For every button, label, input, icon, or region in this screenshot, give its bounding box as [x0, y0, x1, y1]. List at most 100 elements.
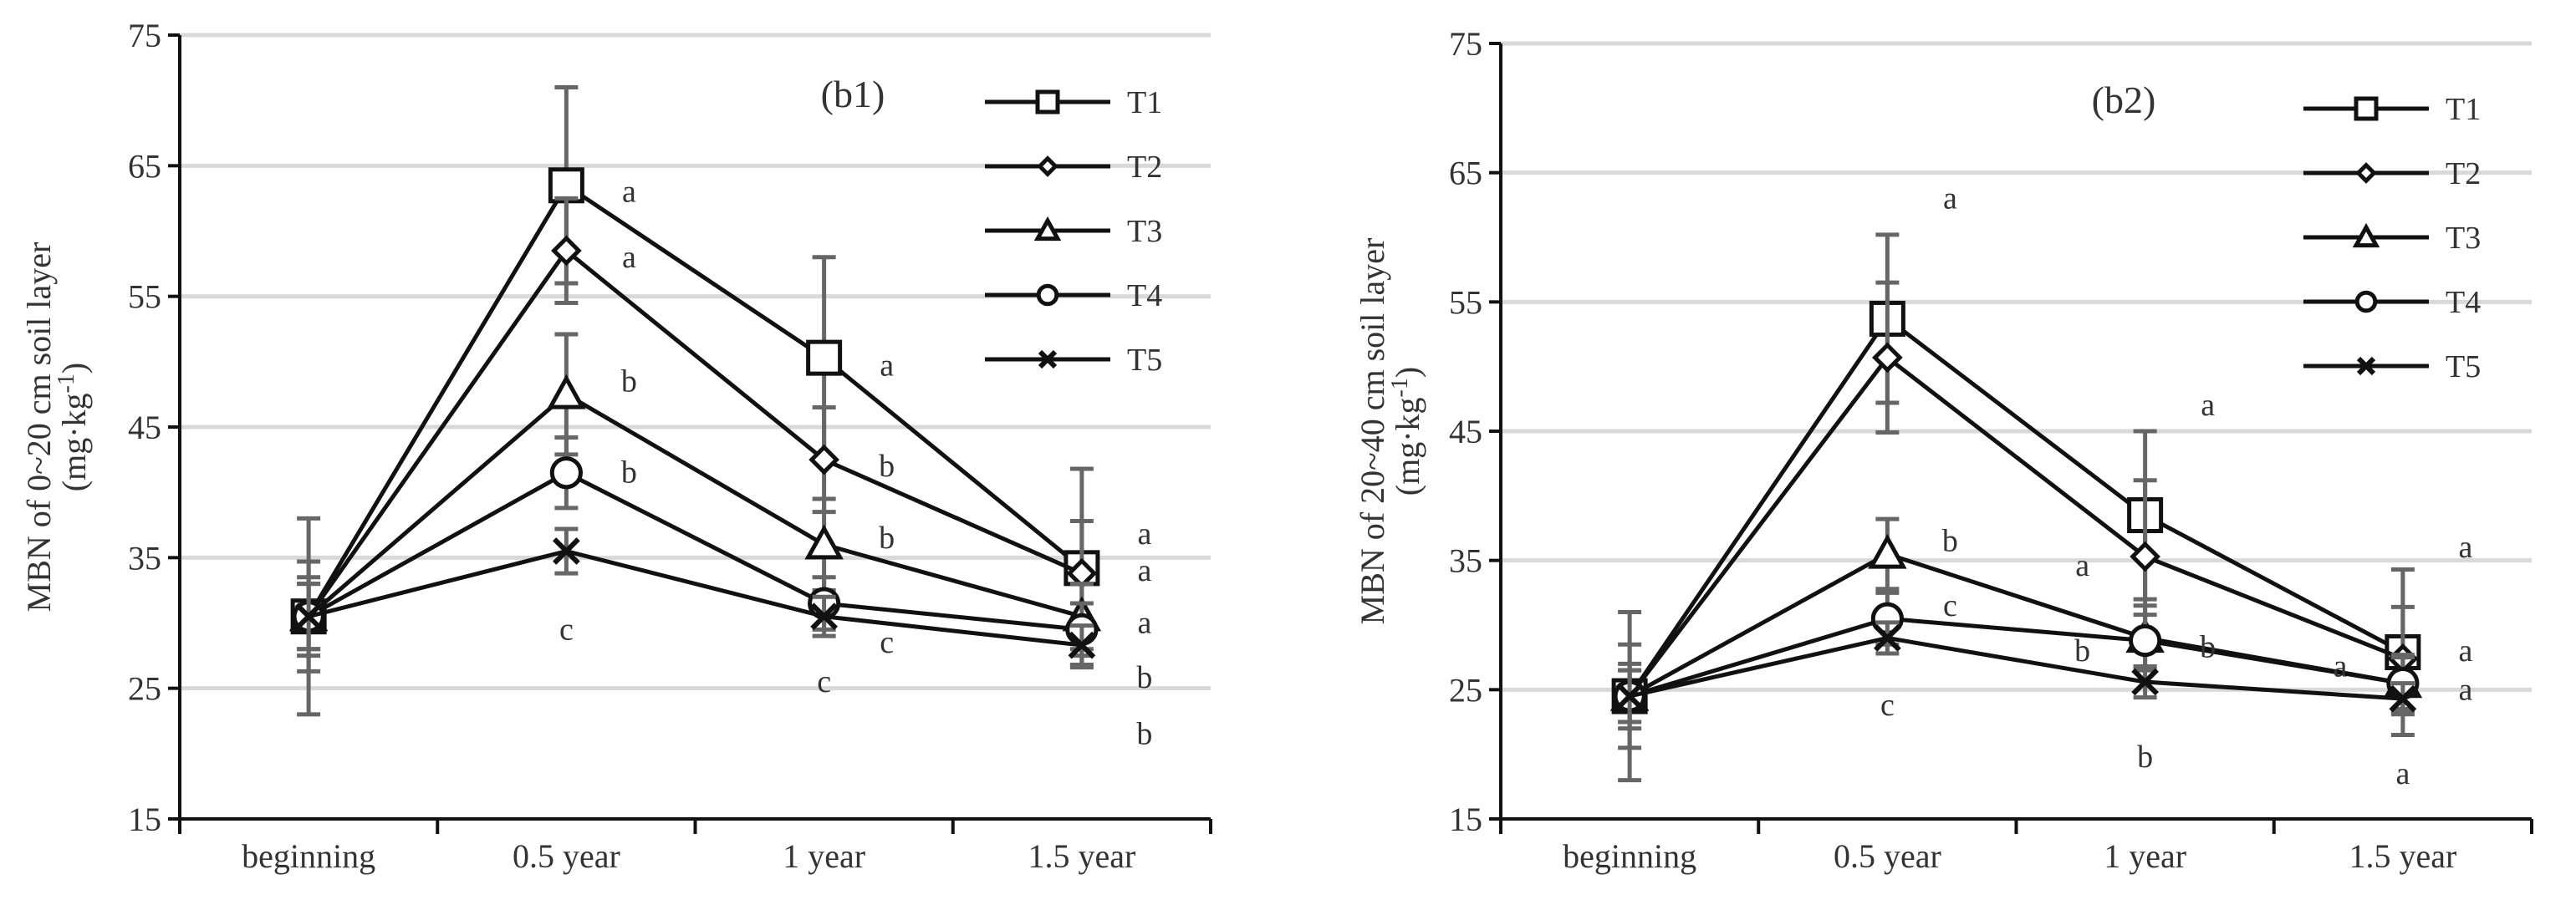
data-point-t5: [294, 602, 323, 631]
significance-label: b: [2137, 740, 2153, 775]
legend-label: T4: [1127, 278, 1162, 313]
x-tick-label: 0.5 year: [1834, 837, 1941, 875]
data-point-t2: [809, 444, 839, 475]
series-line-t3: [307, 391, 1083, 619]
series-t3: [1609, 516, 2423, 731]
legend-label: T2: [1127, 150, 1162, 185]
series-t3: [288, 332, 1102, 658]
x-tick-label: 1.5 year: [2349, 837, 2456, 875]
y-axis-label-unit: (mg·kg: [1389, 397, 1426, 496]
data-point-t1: [806, 339, 843, 376]
x-tick-label: 0.5 year: [513, 837, 620, 875]
data-point-t5: [1615, 682, 1644, 710]
panel-label: (b2): [2092, 79, 2156, 121]
significance-label: a: [1137, 606, 1151, 641]
series-t1: [1611, 232, 2421, 783]
significance-label: b: [879, 521, 895, 556]
series-line-t5: [1629, 635, 2404, 701]
significance-label: c: [559, 612, 574, 647]
chart-panel-2: 15 25 35 45 55 65 75 beginning 0.5 year 1 year 1.5…: [1354, 25, 2533, 875]
data-point-t5: [1874, 624, 1901, 652]
significance-label: a: [880, 348, 894, 384]
y-axis-label-unit-close: ): [55, 363, 93, 374]
series-line-t3: [1628, 552, 2404, 699]
y-axis-label-line1: MBN of 20~40 cm soil layer: [1354, 238, 1391, 625]
series-t4: [1613, 590, 2420, 725]
data-point-t5: [2389, 684, 2417, 713]
significance-label: b: [621, 364, 637, 399]
y-tick-label: 35: [128, 539, 161, 577]
legend-marker-t5: [2356, 356, 2376, 376]
significance-label: c: [880, 625, 894, 660]
significance-label: b: [621, 455, 637, 491]
y-axis-label-line1: MBN of 0~20 cm soil layer: [20, 242, 58, 613]
y-tick-label: 35: [1449, 542, 1482, 580]
y-tick-label: 65: [128, 147, 161, 185]
legend-marker-t1: [1035, 89, 1060, 114]
y-tick-label: 25: [128, 670, 161, 708]
significance-label: b: [1136, 660, 1152, 695]
data-point-t2: [2130, 541, 2160, 572]
data-point-t1: [548, 167, 584, 204]
x-tick-label: 1.5 year: [1028, 837, 1135, 875]
significance-label: a: [622, 240, 636, 275]
series-t2: [1614, 280, 2419, 750]
series-line-t1: [306, 182, 1084, 618]
significance-label: c: [817, 664, 831, 699]
series-line-t1: [1628, 315, 2405, 698]
significance-label: a: [2458, 672, 2472, 707]
series-t5: [1615, 620, 2417, 725]
x-tick-label: beginning: [242, 837, 375, 875]
series-line-t2: [1628, 354, 2404, 698]
y-axis-label-unit: (mg·kg: [55, 393, 93, 491]
legend-label: T1: [2446, 92, 2481, 127]
y-tick-label: 15: [1449, 801, 1482, 838]
legend-label: T1: [1127, 85, 1162, 120]
significance-label: a: [2458, 633, 2472, 669]
series-line-t4: [307, 470, 1083, 632]
y-axis-label-unit-sup: -1: [54, 374, 79, 393]
legend-label: T5: [1127, 343, 1162, 378]
data-point-t3: [547, 374, 586, 409]
significance-label: a: [2201, 388, 2215, 423]
significance-label: a: [1137, 553, 1151, 588]
y-axis-label: MBN of 20~40 cm soil layer(mg·kg-1): [1354, 238, 1426, 625]
data-point-t3: [1868, 533, 1907, 569]
y-tick-label: 75: [128, 17, 161, 54]
significance-label: c: [1943, 588, 1957, 623]
panel-label: (b1): [821, 73, 885, 115]
significance-label: a: [622, 175, 636, 210]
y-tick-label: 45: [1449, 413, 1482, 450]
data-point-t5: [810, 602, 838, 631]
data-point-t3: [804, 524, 844, 560]
significance-label: b: [1942, 523, 1958, 558]
data-point-t5: [2131, 668, 2160, 696]
data-point-t2: [551, 235, 582, 267]
legend: T1 T2 T3 T4 T5: [2303, 92, 2481, 384]
legend-label: T3: [2446, 221, 2481, 256]
y-axis-label-unit-close: ): [1389, 367, 1426, 378]
legend-label: T4: [2446, 285, 2481, 320]
significance-label: c: [1880, 688, 1895, 723]
legend-marker-t3: [2352, 222, 2380, 248]
significance-label: a: [2395, 756, 2410, 791]
legend-marker-t1: [2354, 96, 2379, 121]
legend-marker-t3: [1033, 216, 1062, 242]
significance-label: a: [2458, 530, 2472, 565]
significance-label: b: [1136, 716, 1152, 751]
series-group: [288, 85, 1102, 717]
legend-marker-t2: [1037, 155, 1058, 177]
y-tick-label: 55: [128, 278, 161, 316]
chart-panel-1: 15 25 35 45 55 65 75 beginning 0.5 year 1 year 1.5…: [20, 17, 1212, 875]
y-tick-label: 45: [128, 409, 161, 446]
series-group: [1609, 232, 2423, 783]
x-tick-label: 1 year: [2104, 837, 2186, 875]
significance-label: b: [879, 449, 895, 484]
series-line-t2: [307, 247, 1083, 618]
y-axis-label-unit-sup: -1: [1387, 378, 1413, 397]
x-tick-label: beginning: [1563, 837, 1696, 875]
y-tick-label: 25: [1449, 671, 1482, 709]
legend-marker-t5: [1038, 349, 1058, 369]
legend: T1 T2 T3 T4 T5: [985, 85, 1162, 378]
series-line-t5: [308, 548, 1083, 648]
